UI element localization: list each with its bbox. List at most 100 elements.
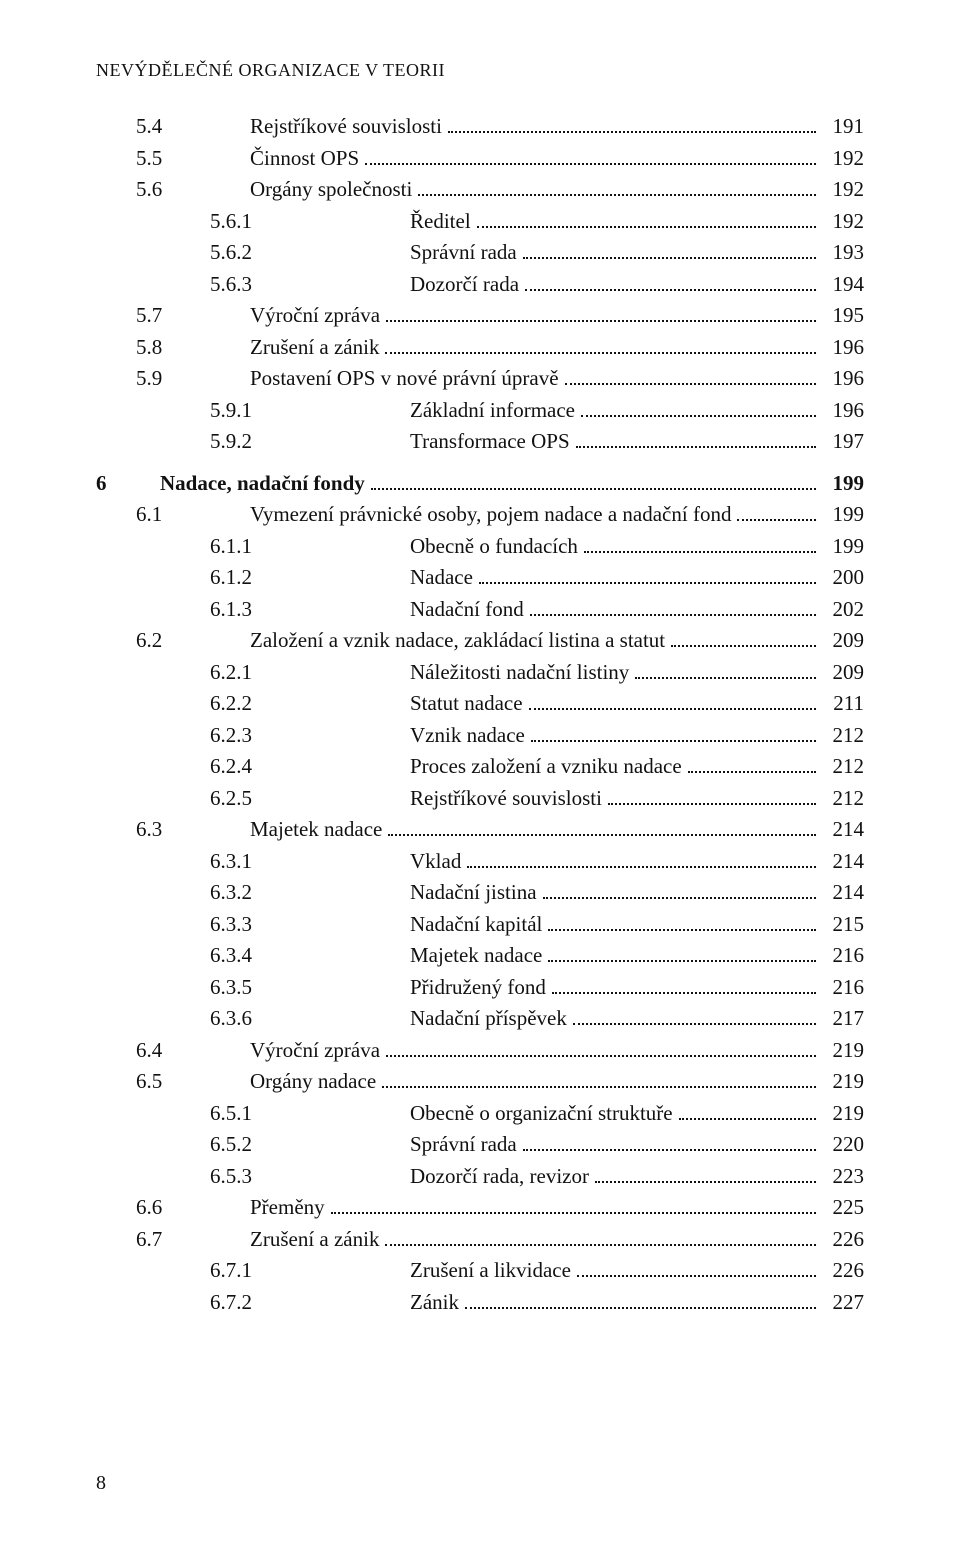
toc-entry-page: 212 bbox=[822, 720, 864, 752]
toc-entry-number: 6.7.2 bbox=[96, 1287, 410, 1319]
toc-entry-page: 196 bbox=[822, 395, 864, 427]
toc-dot-leaders bbox=[479, 582, 816, 584]
toc-entry-title: Ředitel bbox=[410, 206, 471, 238]
toc-row: 5.9.1Základní informace196 bbox=[96, 395, 864, 427]
toc-entry-number: 6.6 bbox=[96, 1192, 250, 1224]
toc-entry-title: Nadační fond bbox=[410, 594, 524, 626]
toc-row: 6.1.1Obecně o fundacích199 bbox=[96, 531, 864, 563]
toc-entry-number: 6.1 bbox=[96, 499, 250, 531]
toc-entry-title: Nadační jistina bbox=[410, 877, 537, 909]
toc-entry-number: 6.3.6 bbox=[96, 1003, 410, 1035]
toc-dot-leaders bbox=[548, 929, 816, 931]
toc-entry-page: 216 bbox=[822, 972, 864, 1004]
toc-dot-leaders bbox=[385, 352, 816, 354]
toc-row: 6.1.3Nadační fond202 bbox=[96, 594, 864, 626]
toc-entry-number: 6.1.2 bbox=[96, 562, 410, 594]
toc-row: 6.3.1Vklad214 bbox=[96, 846, 864, 878]
toc-dot-leaders bbox=[635, 677, 816, 679]
toc-entry-title: Zrušení a likvidace bbox=[410, 1255, 571, 1287]
toc-entry-title: Nadace bbox=[410, 562, 473, 594]
toc-entry-title: Nadace, nadační fondy bbox=[160, 468, 365, 500]
toc-entry-page: 219 bbox=[822, 1035, 864, 1067]
toc-entry-title: Rejstříkové souvislosti bbox=[410, 783, 602, 815]
toc-row: 6.5.3Dozorčí rada, revizor223 bbox=[96, 1161, 864, 1193]
toc-entry-title: Správní rada bbox=[410, 1129, 517, 1161]
toc-entry-page: 209 bbox=[822, 657, 864, 689]
toc-entry-page: 214 bbox=[822, 814, 864, 846]
toc-row: 5.7Výroční zpráva195 bbox=[96, 300, 864, 332]
toc-entry-number: 5.6.1 bbox=[96, 206, 410, 238]
toc-entry-number: 5.6.2 bbox=[96, 237, 410, 269]
toc-dot-leaders bbox=[385, 1244, 816, 1246]
toc-entry-title: Obecně o fundacích bbox=[410, 531, 578, 563]
toc-entry-number: 6.7 bbox=[96, 1224, 250, 1256]
toc-entry-page: 192 bbox=[822, 206, 864, 238]
toc-dot-leaders bbox=[581, 415, 816, 417]
toc-entry-number: 5.6 bbox=[96, 174, 250, 206]
toc-entry-page: 214 bbox=[822, 846, 864, 878]
toc-entry-number: 6.3.3 bbox=[96, 909, 410, 941]
toc-entry-page: 199 bbox=[822, 531, 864, 563]
toc-row: 6.4Výroční zpráva219 bbox=[96, 1035, 864, 1067]
toc-entry-title: Zrušení a zánik bbox=[250, 332, 379, 364]
toc-entry-page: 202 bbox=[822, 594, 864, 626]
toc-row: 5.6.3Dozorčí rada194 bbox=[96, 269, 864, 301]
toc-row: 6.3Majetek nadace214 bbox=[96, 814, 864, 846]
toc-entry-number: 6.3 bbox=[96, 814, 250, 846]
toc-row: 5.5Činnost OPS192 bbox=[96, 143, 864, 175]
toc-entry-number: 6.3.5 bbox=[96, 972, 410, 1004]
toc-entry-title: Zrušení a zánik bbox=[250, 1224, 379, 1256]
toc-entry-number: 5.9 bbox=[96, 363, 250, 395]
toc-entry-page: 195 bbox=[822, 300, 864, 332]
toc-entry-page: 227 bbox=[822, 1287, 864, 1319]
toc-entry-page: 212 bbox=[822, 751, 864, 783]
toc-entry-page: 216 bbox=[822, 940, 864, 972]
toc-entry-title: Správní rada bbox=[410, 237, 517, 269]
page-number: 8 bbox=[96, 1472, 106, 1495]
toc-row: 6.2.4Proces založení a vzniku nadace212 bbox=[96, 751, 864, 783]
toc-entry-number: 6.2 bbox=[96, 625, 250, 657]
toc-entry-page: 217 bbox=[822, 1003, 864, 1035]
toc-entry-title: Vklad bbox=[410, 846, 461, 878]
toc-entry-page: 199 bbox=[822, 499, 864, 531]
toc-dot-leaders bbox=[386, 320, 816, 322]
toc-dot-leaders bbox=[577, 1275, 816, 1277]
toc-dot-leaders bbox=[671, 645, 816, 647]
toc-entry-number: 6.2.5 bbox=[96, 783, 410, 815]
toc-entry-page: 193 bbox=[822, 237, 864, 269]
toc-row: 6.7.2Zánik227 bbox=[96, 1287, 864, 1319]
toc-row: 6.2.5Rejstříkové souvislosti212 bbox=[96, 783, 864, 815]
toc-dot-leaders bbox=[608, 803, 816, 805]
toc-row: 6.1Vymezení právnické osoby, pojem nadac… bbox=[96, 499, 864, 531]
toc-entry-title: Postavení OPS v nové právní úpravě bbox=[250, 363, 559, 395]
toc-entry-page: 192 bbox=[822, 143, 864, 175]
toc-dot-leaders bbox=[418, 194, 816, 196]
toc-row: 6.3.2Nadační jistina214 bbox=[96, 877, 864, 909]
toc-entry-title: Nadační kapitál bbox=[410, 909, 542, 941]
toc-dot-leaders bbox=[477, 226, 816, 228]
toc-entry-page: 219 bbox=[822, 1066, 864, 1098]
toc-row: 6.5.1Obecně o organizační struktuře219 bbox=[96, 1098, 864, 1130]
toc-entry-number: 5.8 bbox=[96, 332, 250, 364]
toc-spacer bbox=[96, 458, 864, 468]
toc-entry-page: 197 bbox=[822, 426, 864, 458]
toc-dot-leaders bbox=[530, 614, 816, 616]
toc-entry-page: 191 bbox=[822, 111, 864, 143]
toc-entry-page: 219 bbox=[822, 1098, 864, 1130]
toc-entry-number: 5.6.3 bbox=[96, 269, 410, 301]
toc-dot-leaders bbox=[525, 289, 816, 291]
toc-entry-number: 5.4 bbox=[96, 111, 250, 143]
toc-entry-title: Dozorčí rada bbox=[410, 269, 519, 301]
toc-entry-page: 215 bbox=[822, 909, 864, 941]
toc-entry-number: 6.2.2 bbox=[96, 688, 410, 720]
toc-dot-leaders bbox=[543, 897, 816, 899]
toc-entry-number: 6.5.3 bbox=[96, 1161, 410, 1193]
toc-dot-leaders bbox=[576, 446, 816, 448]
toc-entry-page: 226 bbox=[822, 1255, 864, 1287]
toc-dot-leaders bbox=[331, 1212, 816, 1214]
toc-dot-leaders bbox=[565, 383, 816, 385]
toc-row: 6.1.2Nadace200 bbox=[96, 562, 864, 594]
toc-entry-page: 196 bbox=[822, 363, 864, 395]
toc-dot-leaders bbox=[523, 257, 816, 259]
toc-row: 6.5Orgány nadace219 bbox=[96, 1066, 864, 1098]
